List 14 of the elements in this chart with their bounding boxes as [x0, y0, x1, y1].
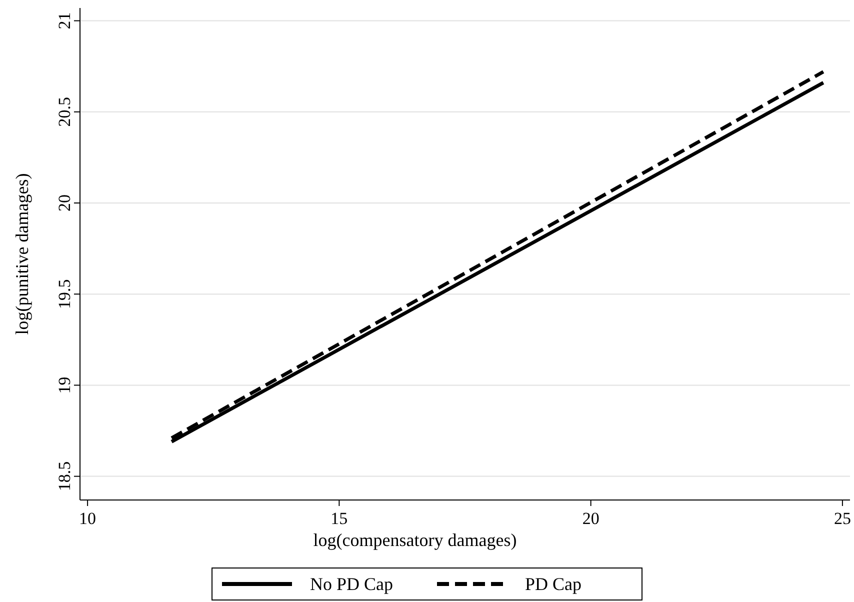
y-axis-title: log(punitive damages): [12, 173, 32, 335]
y-tick-label: 20: [55, 194, 74, 212]
legend-label: PD Cap: [525, 574, 582, 594]
x-tick-label: 10: [79, 509, 96, 528]
y-tick-label: 20.5: [55, 96, 74, 127]
x-axis-title: log(compensatory damages): [313, 530, 517, 550]
x-tick-label: 20: [582, 509, 600, 528]
x-tick-label: 15: [330, 509, 348, 528]
legend-label: No PD Cap: [310, 574, 394, 594]
y-tick-label: 18.5: [55, 461, 74, 492]
x-tick-label: 25: [834, 509, 851, 528]
y-tick-label: 21: [55, 12, 74, 30]
y-tick-label: 19: [55, 376, 74, 394]
y-tick-label: 19.5: [55, 279, 74, 309]
